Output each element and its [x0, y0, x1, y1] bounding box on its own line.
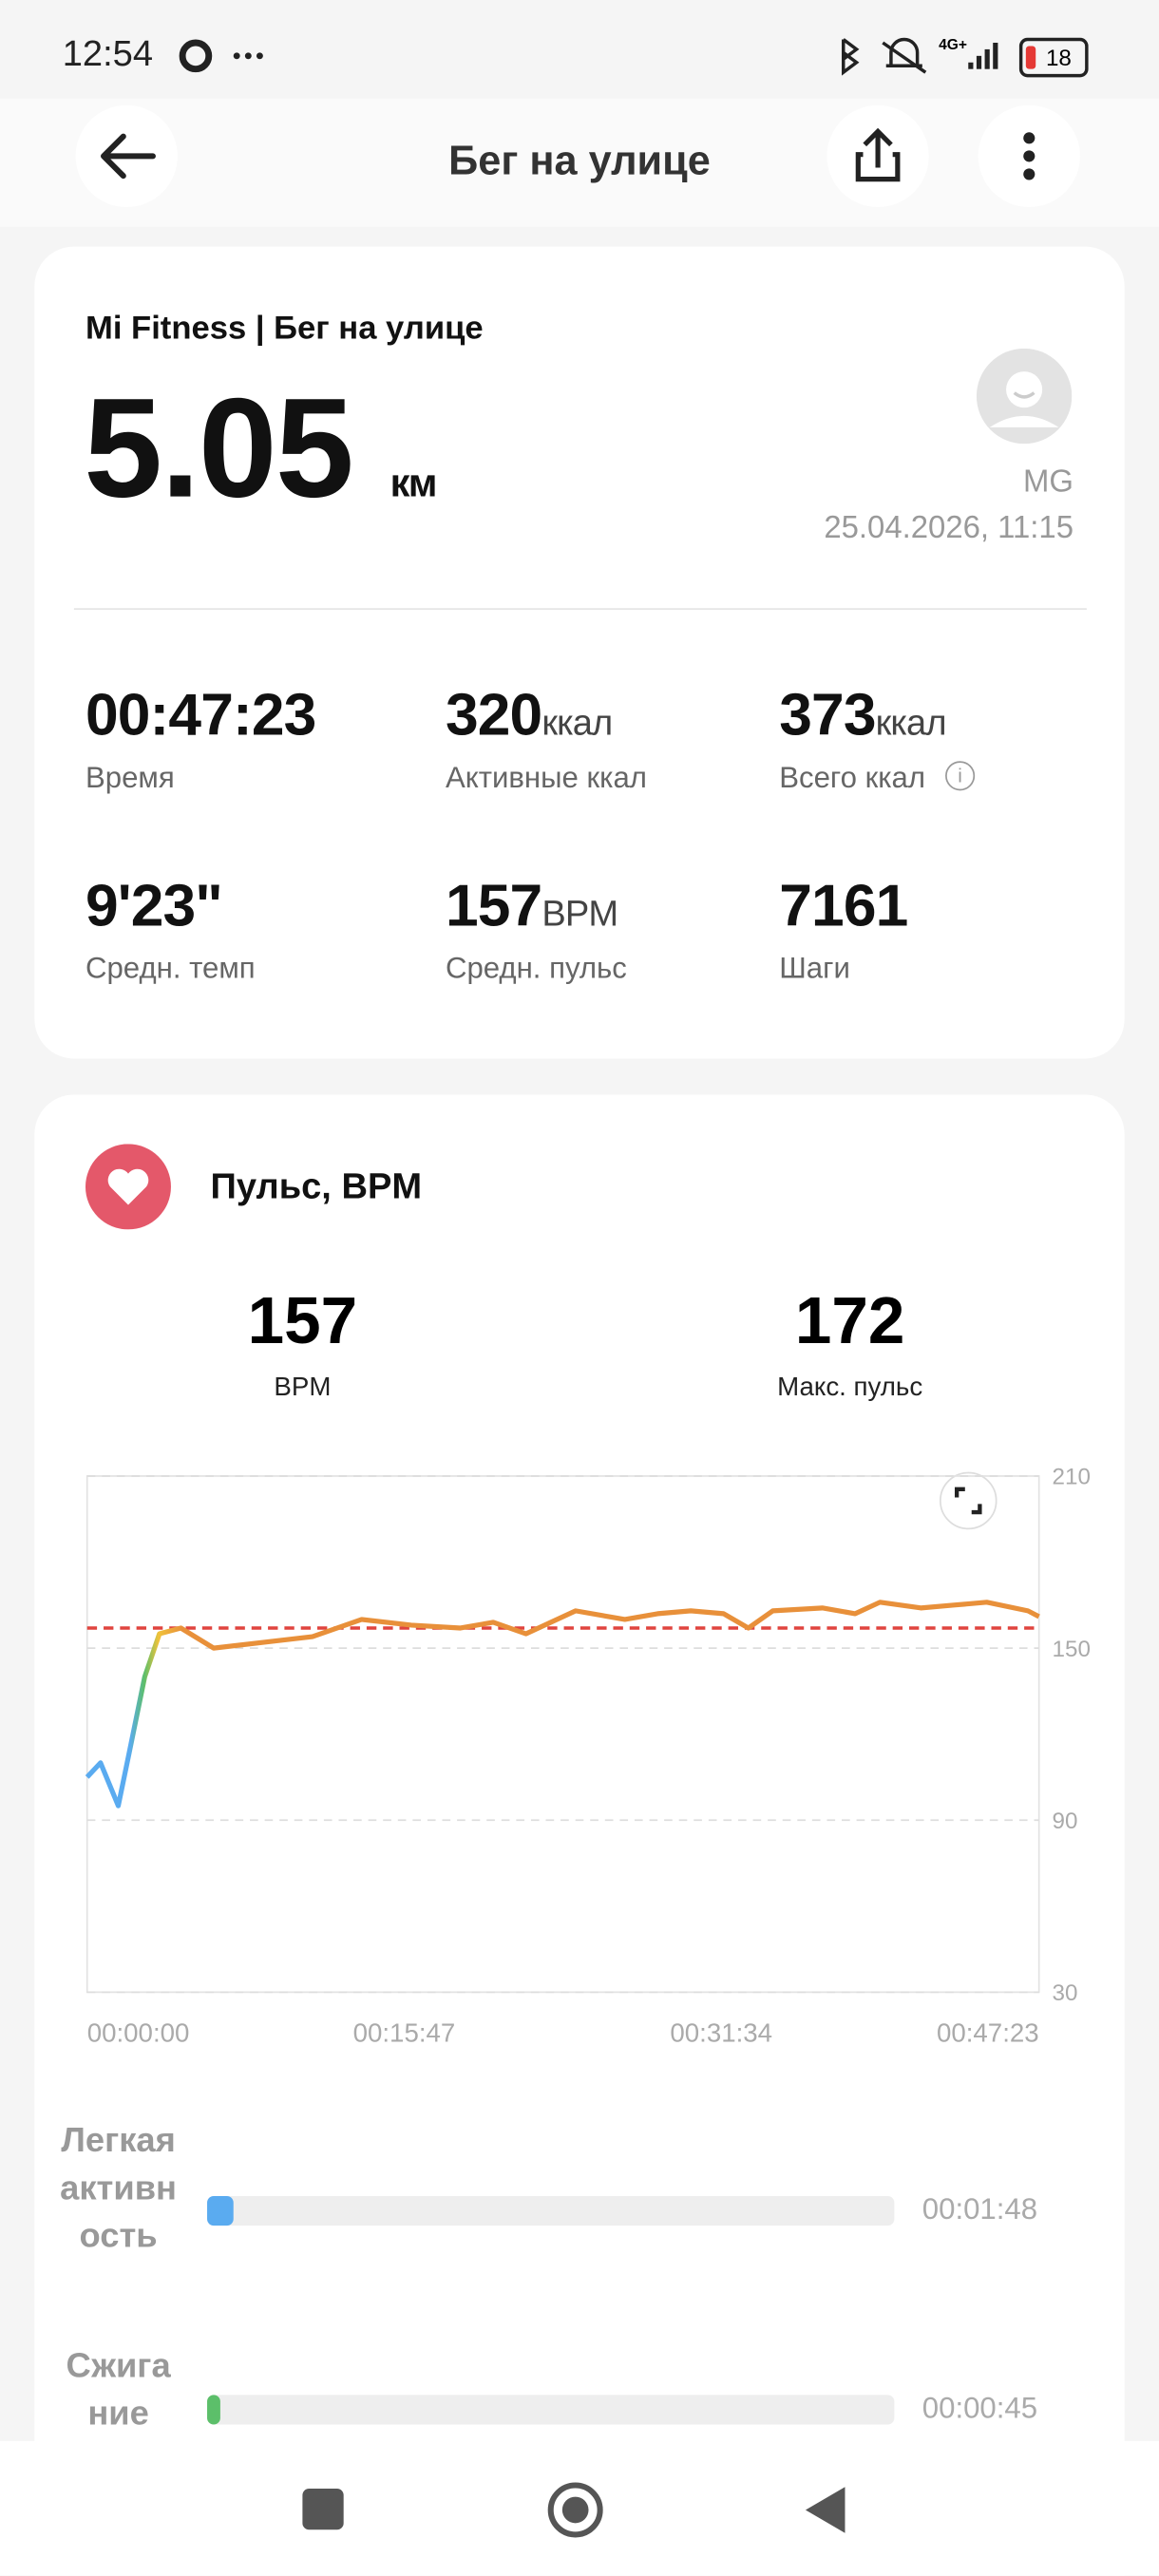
distance: 5.05 км — [84, 369, 438, 531]
zone-name: Сжигание — [66, 2347, 171, 2434]
stat-label: Всего ккал — [779, 761, 926, 794]
battery: 18 — [1018, 37, 1089, 78]
zone-fill — [207, 2395, 220, 2425]
stat-number: 7161 — [779, 871, 908, 939]
stat-label: Время — [85, 761, 175, 794]
x-tick-label: 00:47:23 — [937, 2017, 1039, 2047]
y-tick-label: 30 — [1053, 1980, 1078, 2006]
source: Mi Fitness | Бег на улице — [85, 311, 484, 348]
status-icons — [179, 39, 263, 73]
user-name: MG — [1023, 464, 1074, 501]
heart-card: Пульс, BPM 157 BPM 172 Макс. пульс — [34, 1094, 1125, 2576]
header — [0, 98, 1159, 227]
stat-number: 157 — [445, 871, 542, 939]
zone-bar — [207, 2395, 895, 2425]
x-tick-label: 00:00:00 — [87, 2017, 190, 2047]
divider — [73, 608, 1087, 611]
zone-time: 00:00:45 — [922, 2391, 1038, 2425]
stat-value: 9'23" — [85, 871, 223, 940]
stat-unit: ккал — [542, 701, 613, 744]
stat-label: Средн. пульс — [445, 951, 627, 985]
stat-value: 00:47:23 — [85, 680, 316, 749]
avg-hr: 157 — [247, 1285, 358, 1358]
zone-bar — [207, 2195, 895, 2226]
nav-bar — [0, 2440, 1159, 2576]
nav-home[interactable] — [547, 2482, 603, 2538]
expand-button[interactable] — [939, 1471, 998, 1530]
stat-number: 373 — [779, 680, 876, 748]
stat-label: Средн. темп — [85, 951, 256, 985]
date: 25.04.2026, 11:15 — [824, 511, 1074, 546]
stat-unit: BPM — [542, 892, 618, 934]
hr-line — [85, 1600, 1040, 1809]
stat-number: 00:47:23 — [85, 680, 316, 748]
nav-back[interactable] — [805, 2487, 846, 2533]
hr-chart: 210 150 90 30 00:00:00 00:15:47 00:31:34 00:47:… — [85, 1465, 1091, 2047]
x-tick-label: 00:31:34 — [670, 2017, 772, 2047]
max-hr-label: Макс. пульс — [777, 1373, 923, 1403]
stat-value: 320ккал — [445, 680, 613, 749]
stat-number: 9'23" — [85, 871, 223, 939]
y-tick-label: 90 — [1053, 1809, 1078, 1834]
y-tick-label: 210 — [1053, 1465, 1091, 1490]
stat-value: 7161 — [779, 871, 908, 940]
avatar — [976, 348, 1073, 445]
stat-label: Шаги — [779, 951, 850, 985]
stat-unit: ккал — [875, 701, 947, 744]
battery-level: 18 — [1045, 44, 1072, 71]
y-tick-label: 150 — [1053, 1637, 1091, 1662]
back-button[interactable] — [75, 104, 178, 208]
stat-number: 320 — [445, 680, 542, 748]
more-button[interactable] — [978, 104, 1080, 208]
zone-name: Легкая активность — [60, 2122, 178, 2256]
stat-value: 157BPM — [446, 871, 618, 940]
distance-value: 5.05 — [84, 369, 353, 528]
status-right-icons: 4G+ — [842, 37, 998, 76]
avg-hr-label: BPM — [274, 1373, 332, 1403]
stat-value: 373ккал — [779, 680, 947, 749]
max-hr: 172 — [794, 1285, 905, 1358]
plot-frame — [86, 1475, 1040, 1994]
distance-unit: км — [390, 462, 438, 506]
summary-card: Mi Fitness | Бег на улице 5.05 км MG 25.… — [34, 246, 1125, 1059]
svg-text:4G+: 4G+ — [939, 37, 967, 53]
x-tick-label: 00:15:47 — [353, 2017, 456, 2047]
header-title: Бег на улице — [448, 138, 711, 184]
heart-icon — [85, 1144, 171, 1230]
heart-title: Пульс, BPM — [210, 1165, 423, 1207]
nav-recent[interactable] — [302, 2488, 344, 2530]
share-button[interactable] — [826, 104, 929, 208]
stat-label: Активные ккал — [445, 761, 647, 794]
info-icon: i — [945, 761, 976, 791]
zone-time: 00:01:48 — [922, 2192, 1038, 2226]
zone-fill — [207, 2195, 234, 2226]
status-time: 12:54 — [62, 32, 154, 74]
